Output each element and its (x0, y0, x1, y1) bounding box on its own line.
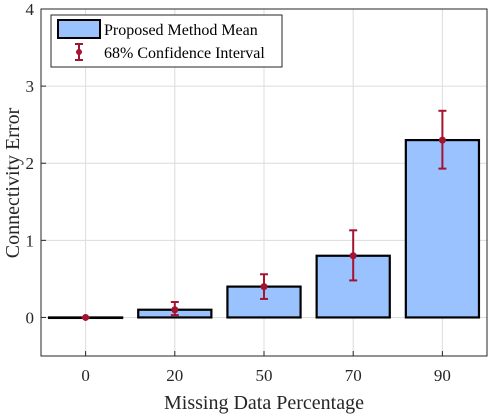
error-bar (81, 313, 90, 321)
legend-bar-swatch (57, 19, 101, 39)
x-tick-label: 50 (256, 366, 273, 385)
plot-frame (40, 8, 488, 357)
error-bars (81, 109, 447, 321)
x-tick-label: 70 (345, 366, 362, 385)
legend-error-swatch (75, 43, 83, 61)
error-mean-point (171, 306, 179, 314)
y-tick-label: 0 (26, 308, 35, 327)
y-tick-label: 3 (26, 77, 35, 96)
legend-entry-mean: Proposed Method Mean (104, 22, 258, 39)
error-mean-point (260, 283, 268, 291)
error-mean-point (82, 313, 90, 321)
x-axis-ticks: 0 20 50 70 90 (81, 351, 451, 385)
legend: Proposed Method Mean 68% Confidence Inte… (50, 14, 283, 68)
y-axis-ticks: 0 1 2 3 4 (26, 0, 46, 327)
x-tick-label: 0 (81, 366, 90, 385)
y-tick-label: 2 (26, 154, 35, 173)
error-bar (260, 273, 268, 300)
x-tick-label: 90 (434, 366, 451, 385)
x-tick-label: 20 (166, 366, 183, 385)
y-tick-label: 4 (26, 0, 35, 19)
legend-entry-ci: 68% Confidence Interval (104, 45, 265, 62)
error-mean-point (438, 136, 446, 144)
y-tick-label: 1 (26, 231, 35, 250)
x-axis-label: Missing Data Percentage (164, 392, 364, 414)
error-bar (170, 301, 179, 317)
y-axis-label: Connectivity Error (2, 107, 24, 258)
error-bar (438, 109, 447, 170)
error-mean-point (349, 252, 357, 260)
error-bar (349, 229, 358, 282)
